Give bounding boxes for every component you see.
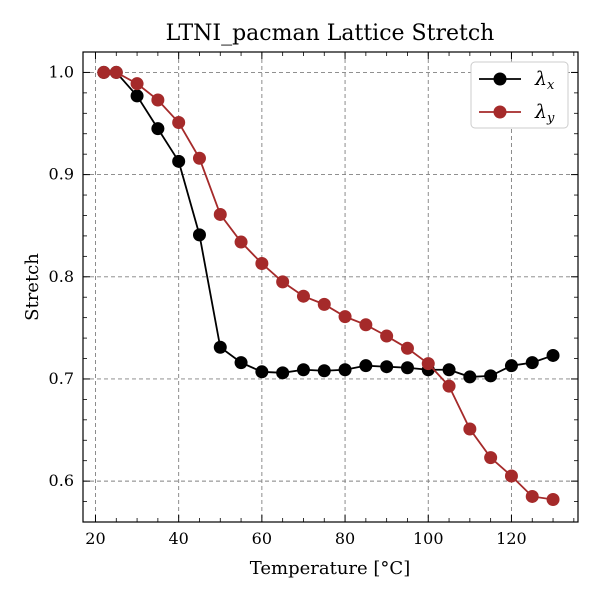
series-group: [97, 65, 560, 507]
x-tick-label: 100: [413, 529, 444, 548]
x-axis-label: Temperature [°C]: [250, 558, 410, 579]
x-tick-label: 60: [252, 529, 272, 548]
plot-frame: [82, 51, 579, 523]
series-x-point: [234, 356, 248, 370]
series-y-point: [546, 493, 560, 507]
series-x-point: [525, 356, 539, 370]
x-tick-label: 20: [85, 529, 105, 548]
y-tick-label: 0.7: [49, 369, 74, 388]
series-y-point: [234, 235, 248, 249]
y-tick-label: 0.6: [49, 471, 74, 490]
series-y-point: [213, 207, 227, 221]
series-y-point: [484, 451, 498, 465]
chart-title: LTNI_pacman Lattice Stretch: [166, 21, 495, 46]
series-x-point: [484, 369, 498, 383]
series-x-point: [296, 363, 310, 377]
series-y-point: [338, 310, 352, 324]
series-y-point: [97, 65, 111, 79]
series-y-point: [296, 289, 310, 303]
axis-ticks: 20 40 60 80 100 120 0.6 0.7 0.8 0.9 1.0: [49, 51, 578, 548]
series-x-point: [213, 340, 227, 354]
series-y-point: [130, 77, 144, 91]
x-tick-label: 120: [496, 529, 527, 548]
series-x-point: [151, 122, 165, 136]
series-y-point: [442, 379, 456, 393]
series-y-point: [525, 489, 539, 503]
y-tick-label: 0.9: [49, 165, 74, 184]
series-x-point: [380, 360, 394, 374]
series-y-point: [192, 151, 206, 165]
grid-lines: [83, 52, 578, 522]
series-y-point: [109, 65, 123, 79]
series-y-point: [276, 275, 290, 289]
x-tick-label: 40: [168, 529, 188, 548]
series-x-point: [400, 361, 414, 375]
series-y-point: [504, 469, 518, 483]
series-x-point: [192, 228, 206, 242]
y-tick-label: 0.8: [49, 267, 74, 286]
y-axis-label: Stretch: [22, 253, 43, 321]
y-tick-label: 1.0: [49, 62, 74, 81]
series-x-point: [442, 363, 456, 377]
series-x-point: [130, 89, 144, 103]
series-y-point: [359, 318, 373, 332]
series-x-point: [338, 363, 352, 377]
series-x-point: [172, 154, 186, 168]
series-y-point: [400, 341, 414, 355]
series-y-point: [317, 297, 331, 311]
legend-marker-y: [493, 105, 507, 119]
series-y-point: [172, 116, 186, 129]
series-y-point: [380, 329, 394, 343]
x-tick-label: 80: [335, 529, 355, 548]
series-x-point: [463, 370, 477, 384]
series-x-point: [504, 359, 518, 373]
series-x-point: [276, 366, 290, 380]
series-y-point: [463, 422, 477, 436]
series-y-point: [151, 93, 165, 107]
series-x-point: [546, 348, 560, 362]
series-y-point: [421, 357, 435, 371]
series-x-point: [255, 365, 269, 379]
series-y-point: [255, 257, 269, 270]
series-x-point: [317, 364, 331, 378]
series-x-point: [359, 359, 373, 373]
legend-marker-x: [493, 72, 507, 86]
